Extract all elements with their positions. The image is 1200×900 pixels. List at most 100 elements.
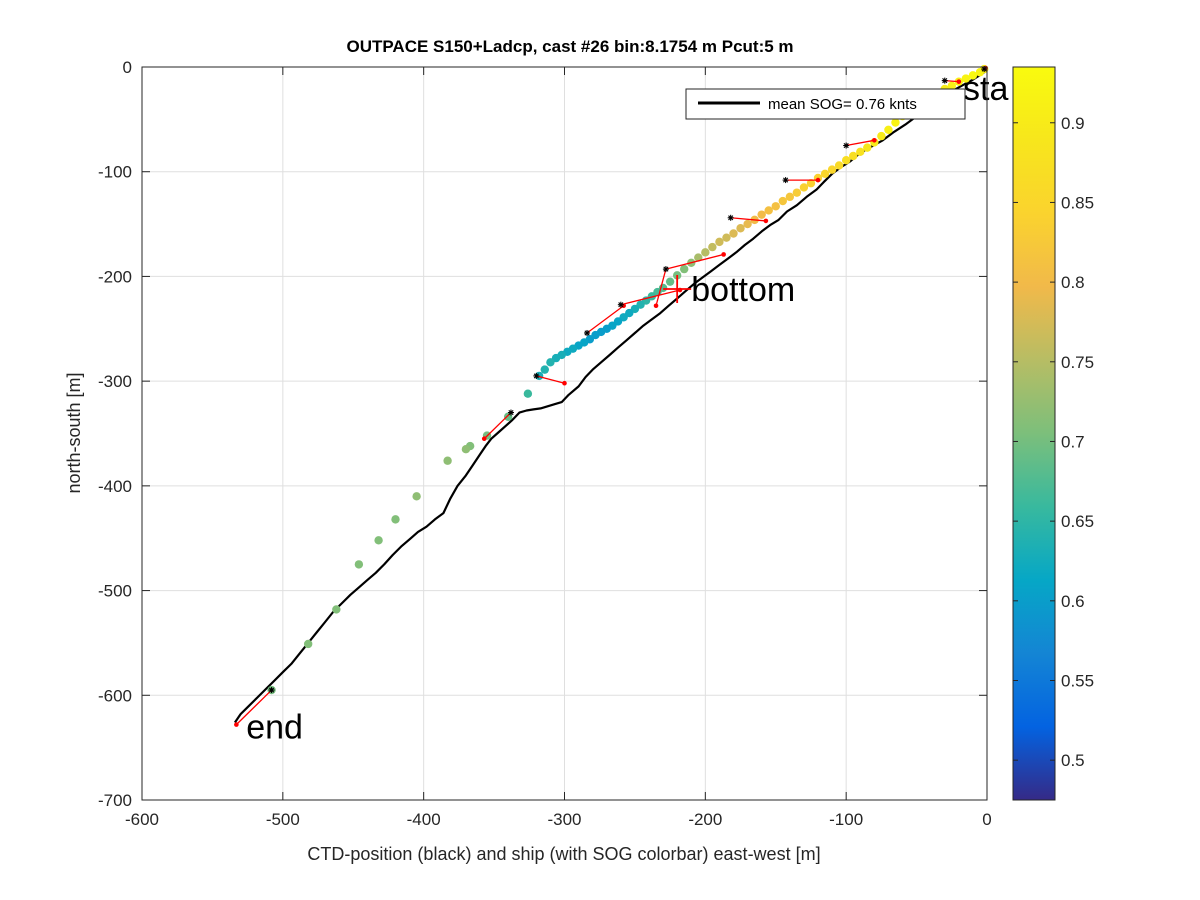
- y-tick-label: -700: [98, 791, 132, 810]
- ctd-sample-marker: [234, 722, 239, 727]
- annotation-label: sta: [963, 70, 1008, 108]
- ship-track-point: [856, 147, 865, 157]
- x-tick-label: 0: [982, 810, 991, 829]
- y-axis-ticks: 0 -100 -200 -300 -400 -500 -600 -700: [98, 58, 987, 810]
- sample-link-line: [846, 139, 875, 147]
- ship-track-point: [412, 492, 421, 501]
- ship-track-point: [841, 155, 851, 165]
- ship-track-point: [461, 445, 471, 454]
- ship-track-point: [806, 179, 816, 188]
- colorbar-ticks: 0.5 0.55 0.6 0.65 0.7 0.75 0.8 0.85 0.9: [1013, 114, 1094, 770]
- y-tick-label: -400: [98, 477, 132, 496]
- ship-track-point: [736, 224, 745, 233]
- colorbar-tick-label: 0.75: [1061, 353, 1094, 372]
- sample-links: [235, 67, 986, 726]
- x-tick-label: -400: [407, 810, 441, 829]
- y-tick-label: -500: [98, 582, 132, 601]
- ship-sample-marker: [533, 372, 540, 379]
- x-tick-label: -200: [688, 810, 722, 829]
- asterisk-stroke: [268, 687, 275, 693]
- asterisk-stroke: [843, 142, 849, 149]
- ship-sample-marker: [843, 142, 850, 149]
- bottom-marker: [663, 274, 692, 303]
- ship-track-point: [975, 68, 985, 77]
- ship-track-point: [665, 277, 675, 286]
- legend-label: mean SOG= 0.76 knts: [768, 96, 917, 113]
- colorbar-tick-label: 0.5: [1061, 751, 1085, 770]
- colorbar-tick-label: 0.65: [1061, 512, 1094, 531]
- ship-track-point: [729, 229, 738, 238]
- annotations: sta bottom end: [246, 70, 1008, 747]
- sample-link-line: [730, 217, 766, 222]
- sample-link-line: [536, 375, 565, 384]
- asterisk-stroke: [663, 266, 669, 272]
- ship-track-point: [863, 143, 872, 152]
- ship-track-point: [503, 412, 513, 421]
- sample-link-line: [665, 253, 724, 270]
- asterisk-stroke: [508, 409, 514, 416]
- ctd-sample-marker: [481, 436, 487, 442]
- legend[interactable]: mean SOG= 0.76 knts: [685, 88, 966, 120]
- ship-track-point: [743, 219, 752, 229]
- sample-link-line: [586, 305, 625, 334]
- ship-track-point: [680, 264, 689, 274]
- ctd-sample-marker: [763, 218, 769, 224]
- x-tick-label: -600: [125, 810, 159, 829]
- colorbar-tick-label: 0.7: [1061, 432, 1085, 451]
- y-tick-label: -300: [98, 372, 132, 391]
- ship-track-point: [778, 196, 787, 206]
- ship-track-point: [764, 206, 773, 215]
- y-tick-label: -200: [98, 267, 132, 286]
- ship-track-point: [820, 169, 830, 179]
- ship-track-point: [715, 237, 724, 247]
- x-axis-label: CTD-position (black) and ship (with SOG …: [307, 844, 820, 864]
- colorbar-tick-label: 0.55: [1061, 671, 1094, 690]
- ship-track-point: [757, 210, 766, 219]
- y-tick-label: 0: [123, 58, 132, 77]
- sample-link-line: [235, 689, 273, 726]
- ship-track-point: [391, 515, 400, 524]
- ship-track-point: [701, 248, 710, 257]
- ship-track-point: [968, 71, 978, 80]
- sample-link-line: [620, 289, 681, 306]
- colorbar-tick-label: 0.6: [1061, 592, 1085, 611]
- colorbar-tick-label: 0.9: [1061, 114, 1085, 133]
- annotation-label: end: [246, 709, 303, 747]
- x-axis-ticks: -600 -500 -400 -300 -200 -100 0: [125, 67, 992, 829]
- ship-track-point: [303, 639, 313, 649]
- ship-track-point: [834, 161, 844, 170]
- ship-track-point: [891, 118, 900, 127]
- ship-track-point: [523, 389, 533, 398]
- ship-track-point: [540, 365, 549, 374]
- asterisk-stroke: [584, 330, 590, 336]
- chart-title: OUTPACE S150+Ladcp, cast #26 bin:8.1754 …: [346, 37, 793, 56]
- ctd-sample-marker: [956, 79, 962, 84]
- colorbar-gradient: [1012, 66, 1056, 801]
- ship-sample-marker: [941, 77, 948, 84]
- asterisk-stroke: [942, 78, 948, 84]
- ship-sample-marker: [617, 301, 624, 308]
- ship-track-point: [799, 183, 809, 192]
- asterisk-stroke: [981, 66, 987, 72]
- x-tick-label: -500: [266, 810, 300, 829]
- ship-track-point: [947, 81, 956, 91]
- ship-track-point: [708, 242, 717, 252]
- ship-track-point: [374, 536, 383, 545]
- ctd-sample-marker: [872, 138, 877, 143]
- ctd-sample-marker: [562, 380, 567, 386]
- colorbar: 0.5 0.55 0.6 0.65 0.7 0.75 0.8 0.85 0.9: [1012, 66, 1094, 801]
- ship-track-point: [877, 131, 886, 141]
- ship-track-point: [884, 125, 893, 135]
- ctd-sample-marker: [721, 252, 726, 257]
- x-tick-label: -300: [547, 810, 581, 829]
- ship-track-point: [546, 358, 555, 367]
- ship-sample-markers: [268, 66, 988, 694]
- ship-track-point: [849, 151, 858, 161]
- ship-sample-marker: [727, 214, 734, 221]
- ship-track-point: [771, 202, 780, 211]
- ship-track-point: [722, 233, 731, 242]
- ship-track-point: [961, 74, 971, 83]
- y-tick-label: -600: [98, 686, 132, 705]
- annotation-label: bottom: [691, 271, 795, 309]
